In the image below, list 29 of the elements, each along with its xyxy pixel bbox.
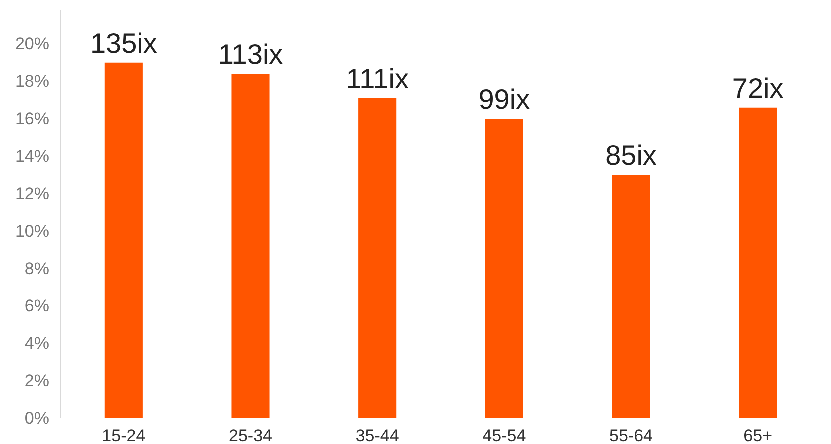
bar bbox=[612, 175, 650, 418]
annotation: 135ix bbox=[90, 28, 158, 59]
y-tick-label: 16% bbox=[15, 110, 50, 129]
annotation: 111ix bbox=[346, 63, 409, 94]
x-tick-label: 55-64 bbox=[610, 426, 653, 444]
x-tick-label: 65+ bbox=[744, 426, 773, 444]
y-tick-label: 20% bbox=[15, 34, 50, 54]
annotation: 72ix bbox=[732, 72, 784, 104]
x-tick-label: 25-34 bbox=[229, 426, 272, 444]
bar bbox=[739, 108, 778, 418]
y-tick-label: 18% bbox=[15, 72, 50, 92]
y-tick-label: 6% bbox=[24, 296, 50, 316]
y-tick-label: 14% bbox=[15, 146, 50, 166]
x-tick-label: 45-54 bbox=[482, 426, 526, 444]
bar bbox=[232, 74, 270, 418]
y-tick-label: 2% bbox=[24, 372, 50, 391]
y-tick-label: 12% bbox=[15, 184, 50, 204]
bar bbox=[358, 98, 397, 418]
y-tick-label: 10% bbox=[15, 222, 50, 241]
bar bbox=[104, 62, 143, 418]
annotation: 85ix bbox=[606, 140, 657, 172]
y-tick-label: 0% bbox=[24, 409, 50, 428]
annotation: 113ix bbox=[218, 39, 284, 70]
y-tick-label: 8% bbox=[24, 259, 50, 278]
x-tick-label: 35-44 bbox=[356, 426, 400, 444]
x-tick-label: 15-24 bbox=[102, 426, 146, 444]
y-tick-label: 4% bbox=[24, 334, 50, 354]
annotation: 99ix bbox=[478, 84, 530, 116]
bar bbox=[485, 119, 524, 418]
